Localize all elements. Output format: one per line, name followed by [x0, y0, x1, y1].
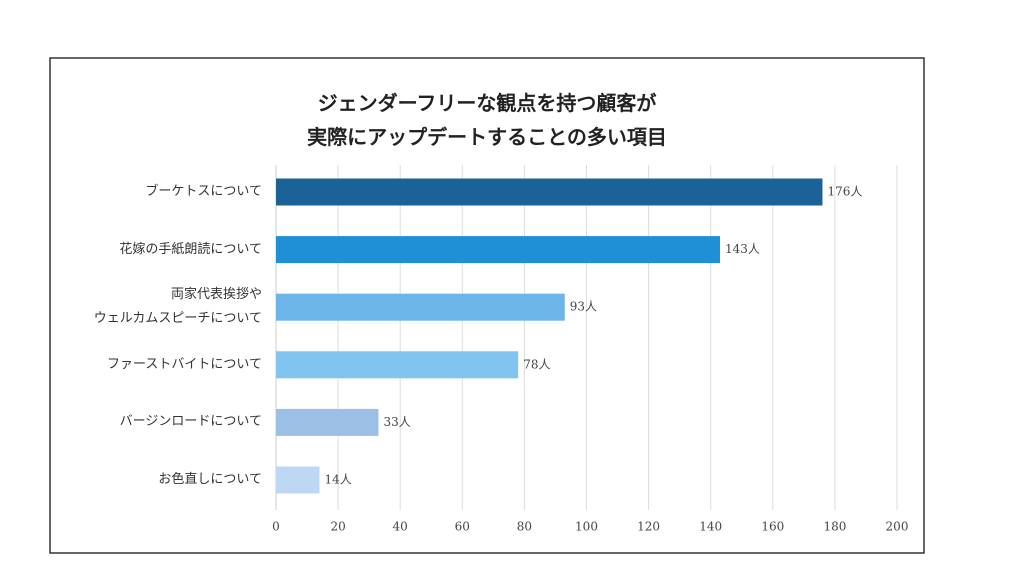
y-tick-label: 両家代表挨拶や ウェルカムスピーチについて	[93, 287, 262, 327]
value-label: 143人	[725, 242, 760, 256]
x-tick-label: 180	[823, 520, 846, 534]
x-tick-label: 60	[455, 520, 470, 534]
y-tick-label: バージンロードについて	[119, 414, 262, 430]
bar	[276, 408, 379, 436]
y-tick-label: ファーストバイトについて	[107, 356, 262, 372]
bar	[276, 178, 823, 206]
x-tick-label: 80	[517, 520, 532, 534]
x-tick-label: 200	[886, 520, 909, 534]
y-tick-label: ブーケトスについて	[145, 184, 262, 199]
value-label: 33人	[383, 415, 410, 429]
value-label: 176人	[827, 185, 862, 199]
y-tick-label: お色直しについて	[158, 472, 262, 487]
y-tick-label: 花嫁の手紙朗読について	[119, 241, 262, 257]
x-tick-label: 20	[330, 520, 345, 534]
x-tick-label: 160	[761, 520, 784, 534]
value-label: 14人	[324, 473, 351, 487]
value-label: 93人	[570, 300, 597, 314]
bar	[276, 236, 721, 264]
bar	[276, 351, 519, 379]
x-tick-label: 0	[272, 520, 280, 534]
x-tick-label: 120	[637, 520, 660, 534]
bar	[276, 466, 320, 494]
x-tick-label: 140	[699, 520, 722, 534]
value-label: 78人	[523, 357, 550, 371]
x-tick-label: 40	[393, 520, 408, 534]
chart-title: ジェンダーフリーな観点を持つ顧客が 実際にアップデートすることの多い項目	[307, 91, 667, 149]
x-tick-label: 100	[575, 520, 598, 534]
bar	[276, 293, 565, 321]
chart-frame	[49, 57, 925, 554]
